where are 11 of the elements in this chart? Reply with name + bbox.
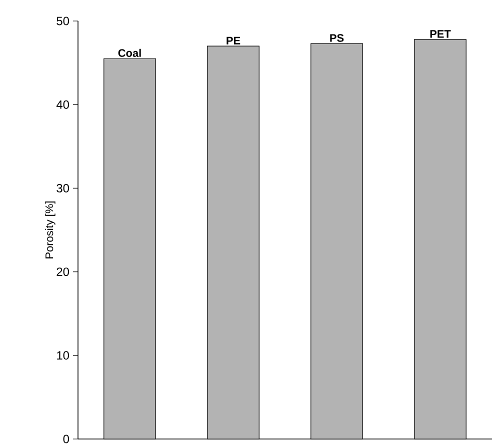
x-tick-label: PE: [226, 36, 240, 44]
y-axis-title: Porosity [%]: [45, 202, 56, 258]
y-tick-label: 50: [56, 16, 70, 26]
x-tick-label: PET: [430, 30, 451, 38]
y-tick-label: 30: [56, 184, 70, 192]
y-tick-label: 20: [56, 268, 70, 276]
x-tick-label: PS: [330, 34, 344, 42]
y-tick-label: 0: [63, 434, 70, 444]
y-tick-label: 10: [57, 351, 70, 360]
x-tick-label: Coal: [118, 48, 141, 57]
y-tick-label: 40: [56, 100, 70, 109]
